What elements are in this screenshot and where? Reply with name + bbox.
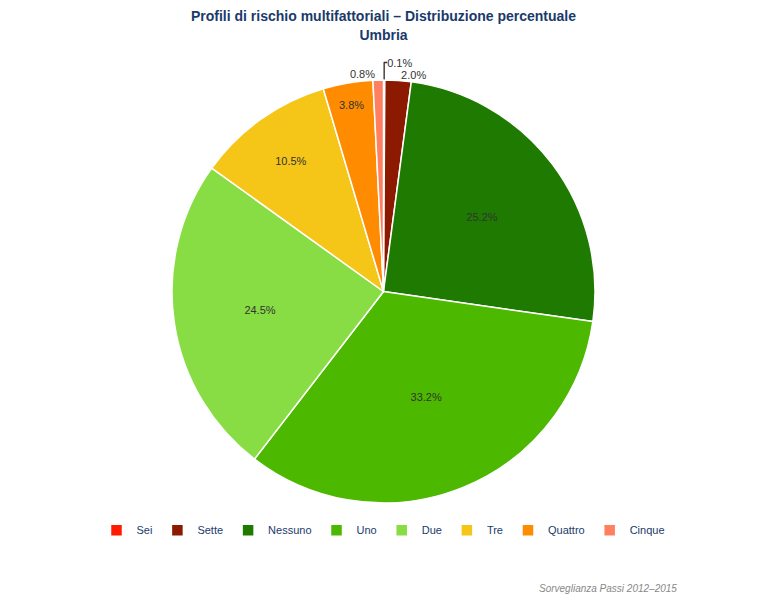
svg-text:Due: Due xyxy=(422,524,442,536)
svg-text:Cinque: Cinque xyxy=(630,524,665,536)
svg-text:33.2%: 33.2% xyxy=(411,391,442,403)
svg-text:Sei: Sei xyxy=(137,524,153,536)
svg-text:Quattro: Quattro xyxy=(548,524,585,536)
svg-text:Nessuno: Nessuno xyxy=(268,524,311,536)
svg-text:Uno: Uno xyxy=(357,524,377,536)
svg-text:2.0%: 2.0% xyxy=(401,69,426,81)
svg-text:Sorveglianza Passi 2012–2015: Sorveglianza Passi 2012–2015 xyxy=(539,583,677,594)
svg-text:0.8%: 0.8% xyxy=(350,68,375,80)
svg-text:Tre: Tre xyxy=(487,524,503,536)
svg-text:25.2%: 25.2% xyxy=(466,211,497,223)
svg-text:3.8%: 3.8% xyxy=(339,99,364,111)
svg-text:Profili di rischio multifattor: Profili di rischio multifattoriali – Dis… xyxy=(191,8,576,42)
svg-text:10.5%: 10.5% xyxy=(275,155,306,167)
svg-text:0.1%: 0.1% xyxy=(387,57,412,69)
svg-text:Sette: Sette xyxy=(197,524,223,536)
svg-text:24.5%: 24.5% xyxy=(244,304,275,316)
